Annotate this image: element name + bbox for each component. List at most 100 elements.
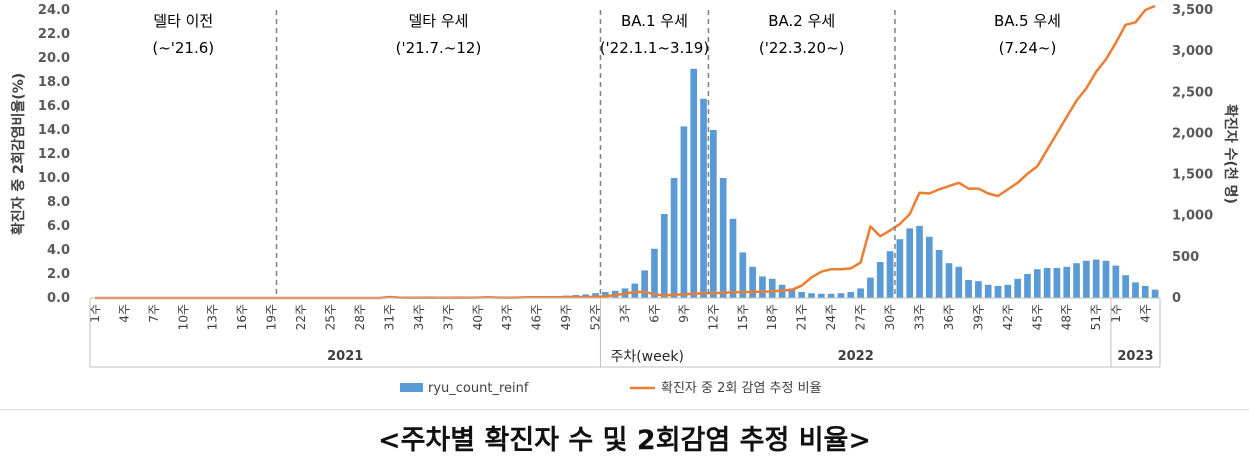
x-tick-label: 40주: [471, 304, 485, 330]
x-tick-label: 1주: [1109, 304, 1123, 323]
y-right-tick-label: 2,500: [1172, 85, 1213, 100]
bar-67: [749, 266, 756, 298]
bar-75: [827, 293, 835, 298]
combo-chart: 델타 이전 (~'21.6) 델타 우세 ('21.7.~12) BA.1 우세 ('22…: [10, 3, 1239, 396]
bar-80: [876, 262, 884, 298]
period-title: 델타 이전: [153, 12, 213, 30]
bar-103: [1102, 260, 1110, 298]
legend-bar-swatch: [400, 383, 423, 392]
bar-86: [935, 250, 943, 298]
bar-65: [729, 218, 737, 298]
bar-94: [1014, 278, 1021, 298]
y-left-tick-label: 16.0: [38, 99, 70, 114]
y-left-tick-label: 20.0: [38, 51, 70, 66]
chart-area: 델타 이전 (~'21.6) 델타 우세 ('21.7.~12) BA.1 우세 ('22…: [10, 3, 1239, 396]
legend-label-line: 확진자 중 2회 감염 추정 비율: [661, 381, 822, 396]
y-right-tick-label: 3,000: [1172, 44, 1213, 59]
bar-98: [1053, 268, 1061, 298]
period-title: BA.5 우세: [994, 12, 1061, 30]
period-subtitle: ('22.1.1~3.19): [600, 39, 710, 57]
bar-71: [788, 288, 796, 298]
x-tick-label: 33주: [913, 304, 927, 330]
bar-88: [955, 266, 963, 298]
x-tick-label: 4주: [1138, 304, 1152, 323]
y-left-axis-title: 확진자 중 2회감염비율(%): [10, 73, 27, 235]
x-tick-label: 24주: [824, 304, 838, 330]
period-title: BA.2 우세: [768, 12, 835, 30]
x-tick-label: 19주: [265, 304, 279, 330]
y-right-tick-label: 2,000: [1172, 126, 1213, 141]
x-tick-label: 49주: [559, 304, 573, 330]
x-tick-label: 34주: [412, 304, 426, 330]
bar-61: [690, 68, 698, 298]
year-label: 2022: [838, 349, 874, 364]
bar-69: [768, 278, 776, 298]
bar-97: [1043, 268, 1051, 298]
bar-72: [798, 292, 806, 298]
bar-100: [1073, 263, 1080, 298]
bar-85: [925, 236, 933, 298]
bar-55: [631, 283, 639, 298]
y-right-tick-label: 500: [1172, 250, 1199, 265]
bar-58: [660, 214, 668, 298]
year-label: 2021: [327, 349, 363, 364]
x-tick-label: 18주: [765, 304, 779, 330]
bar-84: [916, 226, 923, 298]
bar-73: [808, 293, 815, 298]
bar-83: [906, 228, 914, 298]
x-tick-label: 12주: [706, 304, 720, 330]
x-tick-label: 46주: [530, 304, 544, 330]
bar-92: [994, 286, 1002, 298]
x-tick-label: 27주: [854, 304, 868, 330]
y-left-tick-label: 8.0: [47, 195, 70, 210]
bar-90: [975, 281, 982, 298]
bar-79: [867, 277, 874, 298]
y-left-tick-label: 10.0: [38, 171, 70, 186]
period-subtitle: (7.24~): [999, 39, 1057, 57]
bar-81: [886, 251, 894, 298]
bar-104: [1112, 265, 1120, 298]
x-tick-label: 52주: [589, 304, 603, 330]
x-tick-label: 36주: [942, 304, 956, 330]
bar-95: [1024, 274, 1031, 298]
period-subtitle: ('21.7.~12): [396, 39, 482, 57]
x-tick-label: 13주: [206, 304, 220, 330]
bar-91: [984, 284, 992, 298]
bar-89: [965, 280, 972, 298]
y-left-tick-label: 18.0: [38, 75, 70, 90]
legend-label-bars: ryu_count_reinf: [428, 381, 529, 396]
y-left-tick-label: 22.0: [38, 27, 70, 42]
period-subtitle: ('22.3.20~): [759, 39, 845, 57]
period-title: 델타 우세: [409, 12, 469, 30]
y-left-tick-label: 12.0: [38, 147, 70, 162]
bar-108: [1151, 289, 1159, 298]
x-tick-label: 25주: [324, 304, 338, 330]
x-tick-label: 6주: [647, 304, 661, 323]
x-tick-label: 30주: [883, 304, 897, 330]
x-tick-label: 16주: [235, 304, 249, 330]
bar-60: [680, 126, 688, 299]
bar-77: [847, 292, 855, 298]
period-subtitle: (~'21.6): [152, 39, 214, 57]
x-tick-label: 15주: [736, 304, 750, 330]
y-right-tick-label: 3,500: [1172, 3, 1213, 18]
y-left-tick-label: 14.0: [38, 123, 70, 138]
x-tick-label: 7주: [147, 304, 161, 323]
bar-63: [710, 130, 717, 298]
x-tick-label: 48주: [1060, 304, 1074, 330]
x-tick-label: 31주: [382, 304, 396, 330]
bar-56: [641, 270, 648, 298]
y-left-tick-label: 6.0: [47, 219, 70, 234]
x-tick-label: 9주: [677, 304, 691, 323]
x-tick-label: 21주: [795, 304, 809, 330]
x-tick-label: 22주: [294, 304, 308, 330]
bar-106: [1132, 282, 1139, 298]
y-right-tick-label: 1,500: [1172, 168, 1213, 183]
x-tick-label: 3주: [618, 304, 632, 323]
bar-101: [1083, 260, 1090, 298]
bar-102: [1092, 259, 1100, 298]
bar-87: [945, 263, 953, 298]
y-left-tick-label: 2.0: [47, 267, 70, 282]
x-tick-label: 51주: [1089, 304, 1103, 330]
y-right-axis-title: 확진자 수(천 명): [1222, 104, 1239, 204]
